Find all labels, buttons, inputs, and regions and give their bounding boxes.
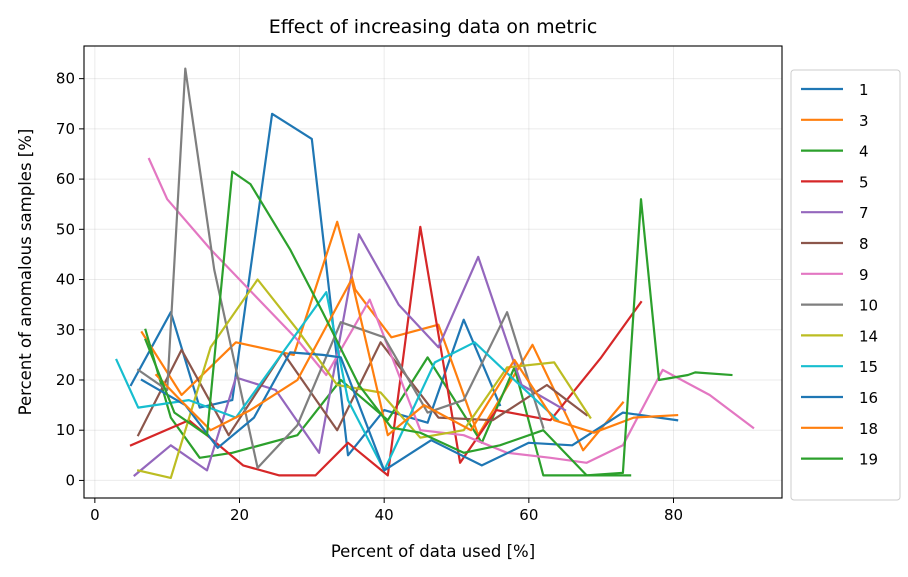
legend-label-8: 8 bbox=[859, 235, 869, 253]
series-line-4 bbox=[144, 328, 632, 477]
x-tick-label: 40 bbox=[375, 506, 394, 524]
legend-label-1: 1 bbox=[859, 81, 869, 99]
legend-label-9: 9 bbox=[859, 266, 869, 284]
legend-label-4: 4 bbox=[859, 143, 869, 161]
gridlines bbox=[84, 46, 782, 498]
legend-label-19: 19 bbox=[859, 451, 878, 469]
y-axis-label: Percent of anomalous samples [%] bbox=[16, 129, 35, 416]
legend-label-16: 16 bbox=[859, 389, 878, 407]
series-line-1 bbox=[129, 112, 502, 457]
x-axis-ticks: 0 20 40 60 80 bbox=[90, 498, 683, 524]
x-tick-label: 80 bbox=[664, 506, 683, 524]
y-tick-label: 0 bbox=[65, 471, 75, 489]
chart-title: Effect of increasing data on metric bbox=[269, 16, 598, 38]
legend-label-14: 14 bbox=[859, 327, 878, 345]
y-tick-label: 10 bbox=[56, 421, 75, 439]
y-tick-label: 50 bbox=[56, 220, 75, 238]
y-tick-label: 80 bbox=[56, 70, 75, 88]
series-line-3 bbox=[140, 220, 625, 452]
y-tick-label: 30 bbox=[56, 321, 75, 339]
series-line-16 bbox=[140, 351, 679, 472]
x-tick-label: 20 bbox=[230, 506, 249, 524]
y-tick-label: 40 bbox=[56, 271, 75, 289]
series-line-19 bbox=[144, 170, 733, 477]
y-axis-ticks: 0 10 20 30 40 50 60 70 80 bbox=[56, 70, 84, 489]
x-axis-label: Percent of data used [%] bbox=[331, 542, 535, 561]
y-tick-label: 20 bbox=[56, 371, 75, 389]
legend-label-7: 7 bbox=[859, 204, 869, 222]
x-tick-label: 0 bbox=[90, 506, 100, 524]
y-tick-label: 70 bbox=[56, 120, 75, 138]
legend-box bbox=[790, 69, 901, 501]
legend-label-18: 18 bbox=[859, 420, 878, 438]
legend-label-3: 3 bbox=[859, 112, 869, 130]
series-lines bbox=[115, 67, 755, 479]
series-line-15 bbox=[115, 291, 560, 472]
legend-label-5: 5 bbox=[859, 173, 869, 191]
plot-frame bbox=[83, 45, 783, 499]
legend: 1 3 4 5 7 8 9 10 14 15 16 18 19 bbox=[790, 69, 901, 501]
legend-label-10: 10 bbox=[859, 297, 878, 315]
series-line-14 bbox=[136, 278, 592, 479]
series-line-10 bbox=[136, 67, 545, 469]
series-line-5 bbox=[129, 225, 643, 477]
x-tick-label: 60 bbox=[519, 506, 538, 524]
series-line-9 bbox=[147, 157, 755, 464]
series-line-18 bbox=[154, 278, 679, 437]
legend-label-15: 15 bbox=[859, 358, 878, 376]
y-tick-label: 60 bbox=[56, 170, 75, 188]
